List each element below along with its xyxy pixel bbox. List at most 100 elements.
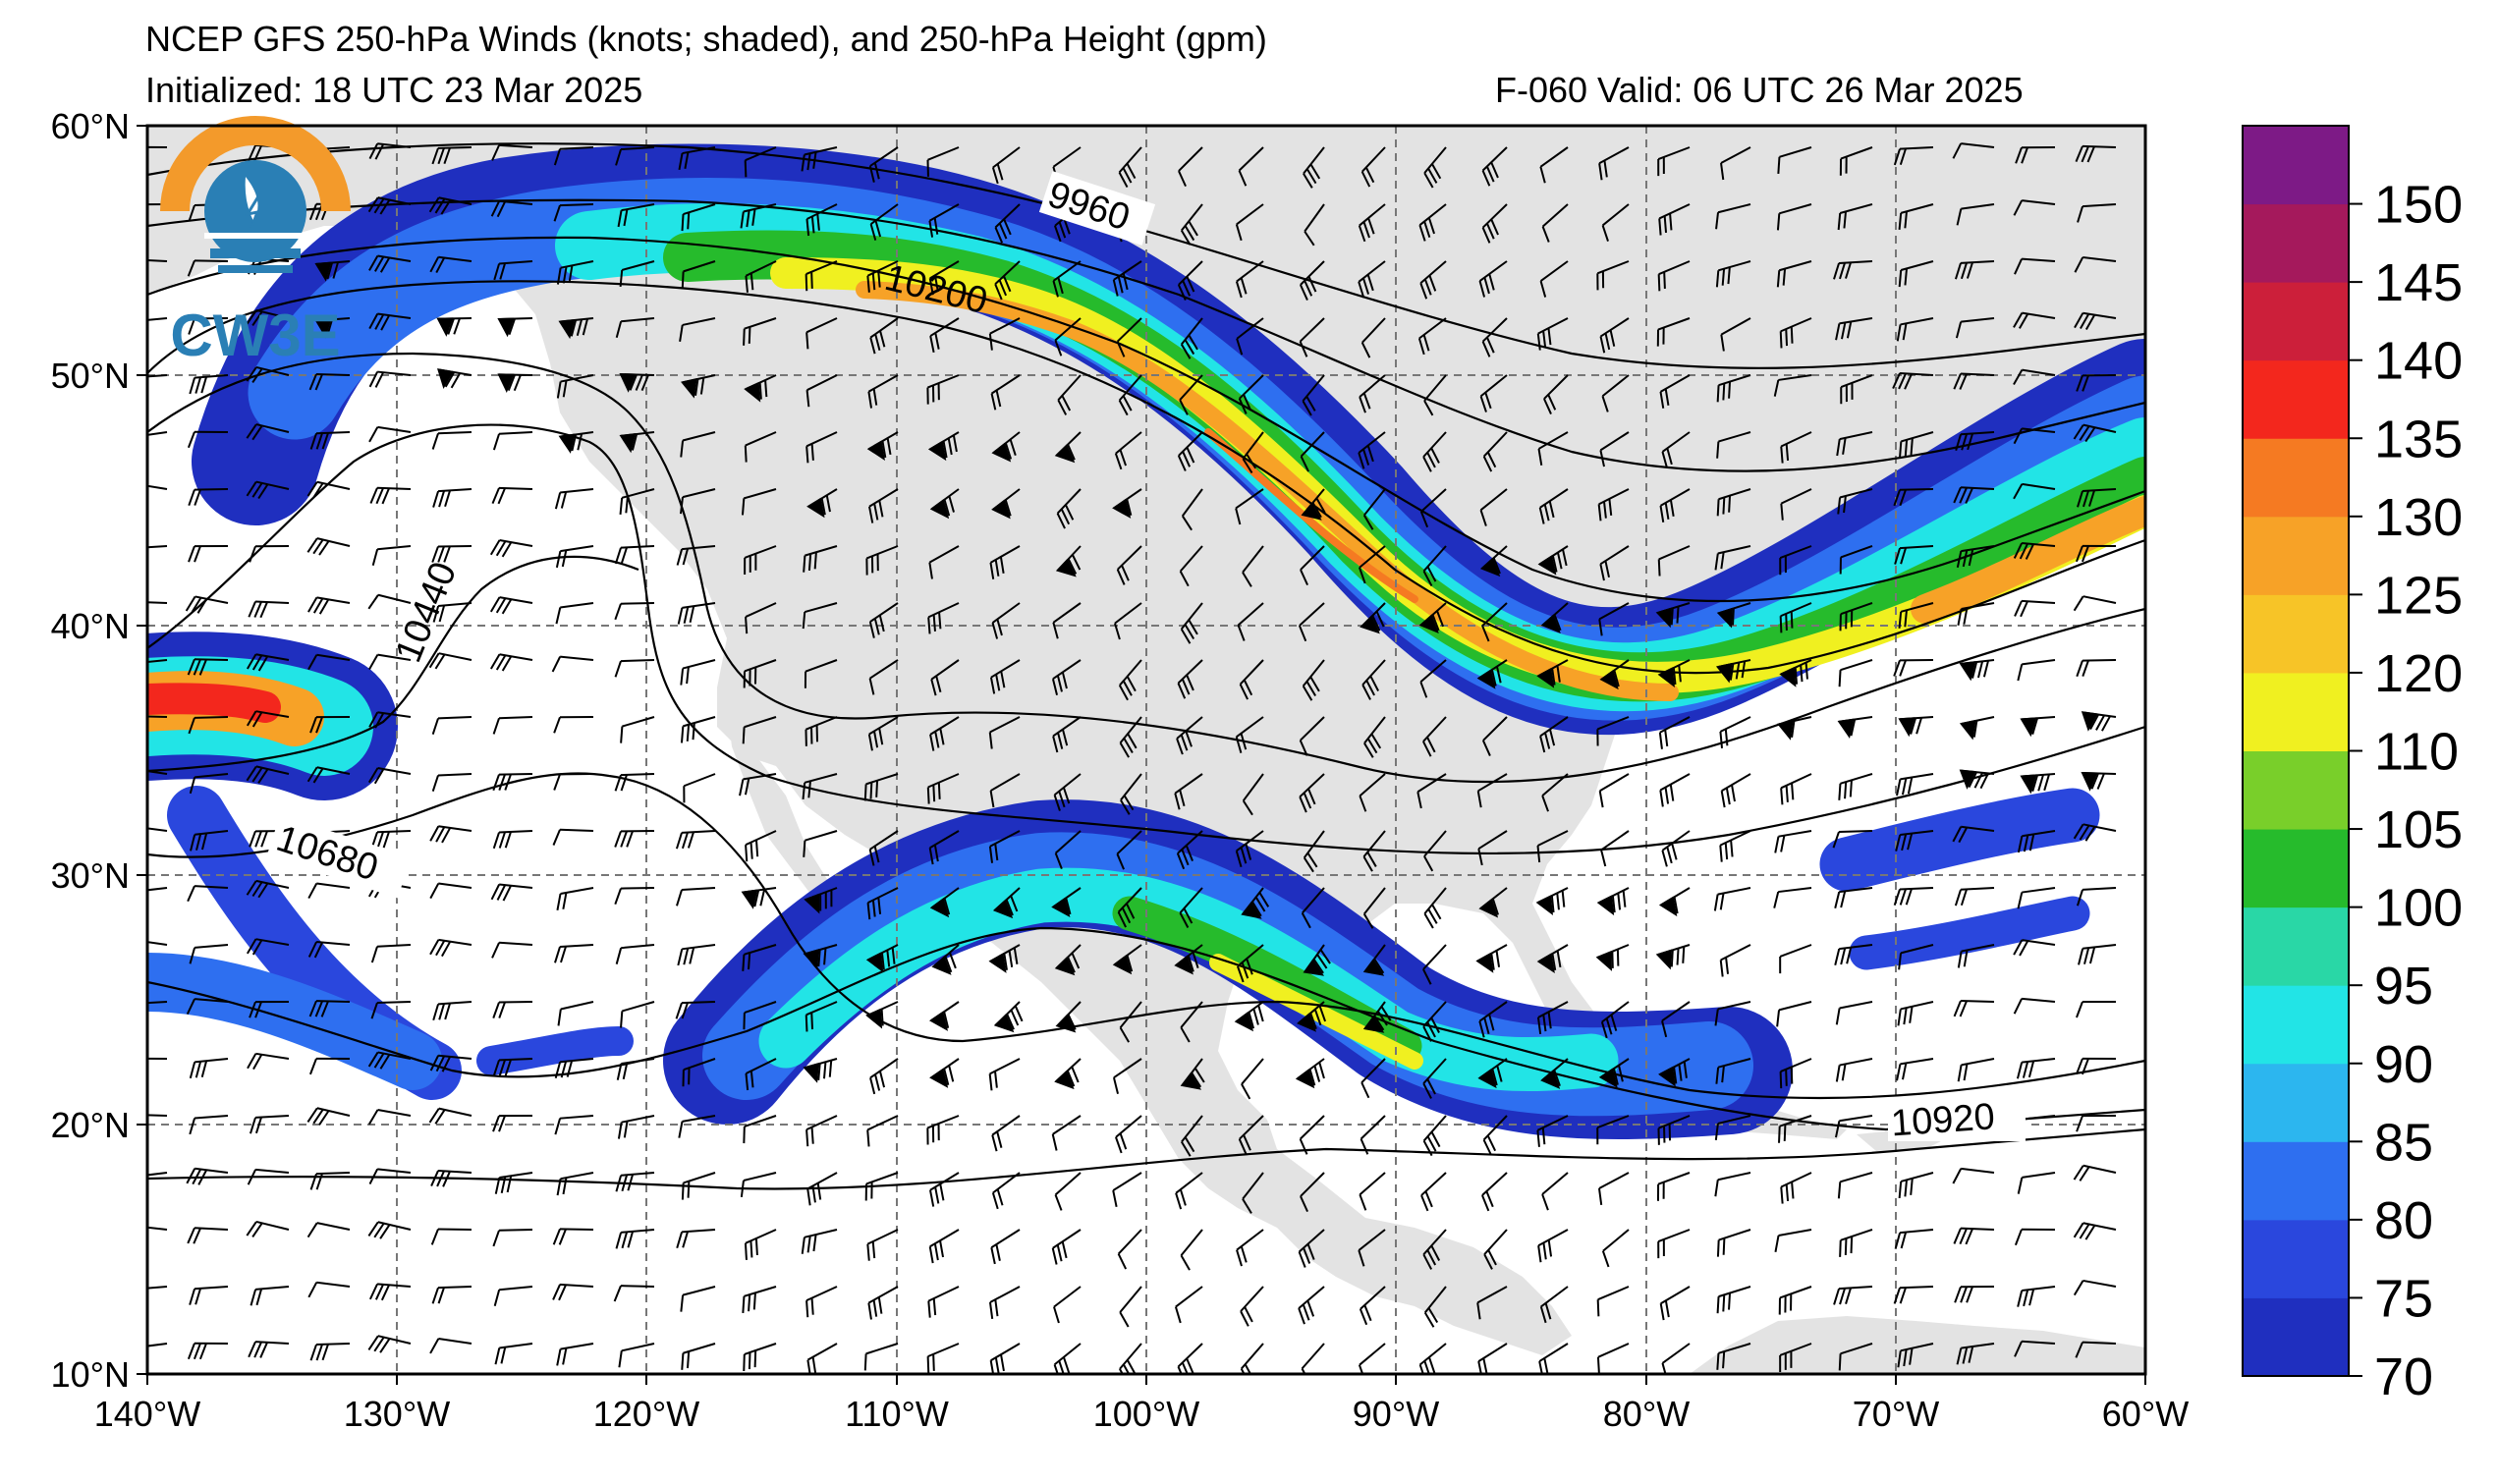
wind-barb [2081,771,2117,792]
map-layers [147,126,2145,1374]
wind-barb [494,1343,533,1365]
wind-barb [1835,317,1873,341]
wind-barb [1715,1058,1751,1084]
wind-barb [929,1058,960,1088]
wind-barb [368,142,412,160]
wind-barb [1714,1115,1751,1141]
colorbar-label: 150 [2374,176,2463,235]
wind-barb [2013,997,2056,1015]
wind-barb [867,716,899,751]
wind-barb [429,938,472,958]
wind-barb [1119,1286,1142,1328]
wind-barb [2014,1228,2056,1246]
wind-barb [368,1168,412,1185]
wind-barb [1773,887,1812,908]
wind-barb [1176,830,1203,870]
colorbar-swatch [2243,282,2349,361]
wind-barb [314,317,351,339]
wind-barb [1236,1229,1264,1267]
wind-barb [1779,602,1812,633]
wind-barb [1598,602,1630,636]
colorbar-label: 100 [2374,879,2463,938]
wind-barb [147,317,168,323]
wind-barb [1419,260,1447,300]
colorbar-label: 95 [2374,957,2433,1016]
wind-barb [306,480,351,498]
wind-barb [744,431,777,463]
wind-barb [1715,203,1751,230]
wind-barb [1114,431,1142,470]
wind-barb [1898,944,1934,970]
wind-barb [1837,716,1873,739]
wind-barb [1118,659,1142,701]
wind-barb [368,1283,412,1301]
wind-barb [1716,488,1751,517]
wind-barb [249,1001,290,1018]
wind-barb [552,1228,594,1245]
wind-barb [307,653,351,671]
wind-barb [246,365,290,384]
wind-barb [2014,599,2056,618]
wind-barb [1298,602,1325,642]
wind-barb [1596,260,1630,291]
wind-barb [928,830,960,865]
wind-barb [1423,887,1447,929]
wind-barb [1836,431,1873,457]
wind-barb [430,1228,472,1245]
wind-barb [1180,602,1203,644]
valid-time: F-060 Valid: 06 UTC 26 Mar 2025 [1495,70,2024,110]
wind-barb [1234,1001,1264,1032]
wind-barb [1362,1001,1392,1033]
wind-barb [1240,1343,1264,1374]
wind-barb [803,944,838,969]
wind-barb [493,260,533,281]
colorbar-swatch [2243,438,2349,518]
wind-barb [1423,146,1447,189]
wind-barb [866,887,899,920]
wind-barb [1537,545,1569,576]
wind-barb [1301,887,1325,929]
wind-barb [368,425,412,443]
wind-barb [1658,716,1691,749]
wind-barb [677,944,716,966]
wind-barb [1180,203,1203,246]
wind-barb [437,368,472,390]
wind-barb [680,659,716,686]
wind-barb [556,887,594,910]
wind-barb [1599,317,1630,354]
land-south-america [1690,1316,2145,1374]
colorbar-swatches [2243,126,2349,1377]
wind-barb [1238,374,1264,414]
wind-barb [309,431,351,450]
wind-barb [619,488,655,515]
wind-barb [1834,944,1873,965]
wind-barb [429,825,472,844]
wind-barb [1596,887,1630,916]
wind-barb [314,260,351,282]
wind-barb [428,652,472,670]
wind-barb [1838,773,1873,800]
wind-barb [1896,1058,1934,1081]
wind-barb [147,431,168,438]
lat-label-60n: 60°N [51,106,130,146]
wind-barb [1300,431,1325,472]
wind-barb [1955,317,1995,339]
wind-barb [681,374,716,399]
wind-barb [619,260,655,288]
wind-barb [1175,1172,1203,1210]
wind-barb [614,659,655,678]
wind-barb [493,1286,533,1307]
wind-barb [2073,1222,2117,1240]
wind-barb [1661,1343,1691,1374]
wind-barb [1180,1058,1205,1090]
wind-barb [617,1115,655,1139]
wind-barb [1481,146,1508,187]
wind-barb [615,944,655,964]
wind-barb [927,1286,960,1318]
wind-barb [989,1343,1021,1374]
wind-barb [991,431,1021,463]
wind-barb [1358,260,1386,299]
wind-barb [680,1286,716,1312]
wind-barb [306,766,351,784]
wind-barb [1422,1229,1447,1270]
